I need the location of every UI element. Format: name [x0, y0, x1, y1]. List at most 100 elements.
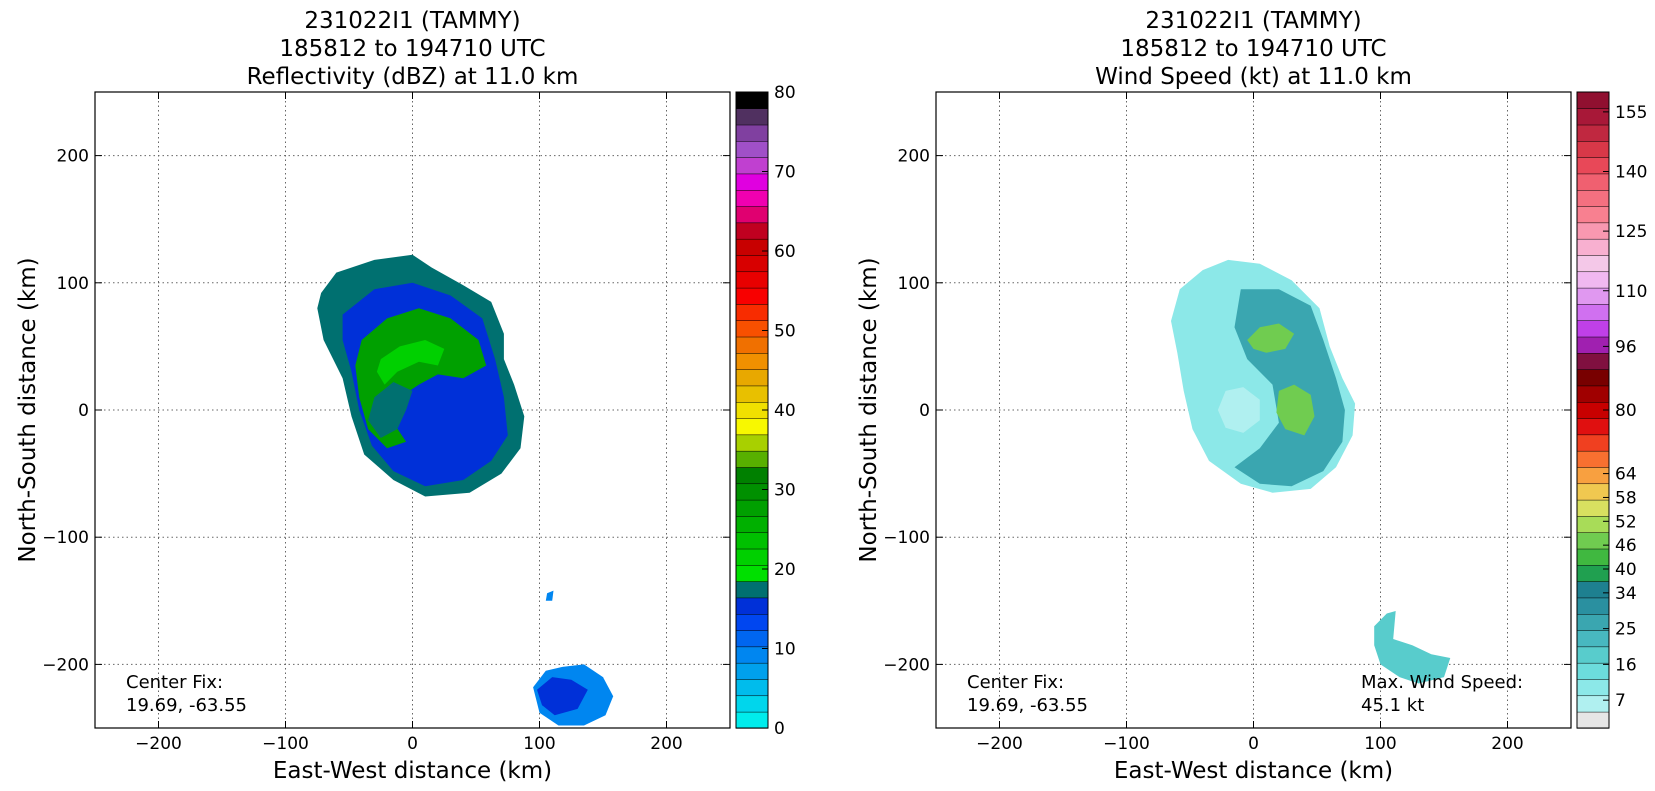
y-axis-label: North-South distance (km)	[15, 257, 41, 562]
x-tick-label: 100	[1364, 734, 1396, 754]
colorbar-swatch	[735, 189, 769, 207]
x-tick-label: −200	[135, 734, 182, 754]
colorbar-swatch	[1576, 580, 1610, 599]
colorbar-swatch	[1576, 678, 1610, 697]
colorbar-swatch	[735, 499, 769, 517]
chart-title-line: Wind Speed (kt) at 11.0 km	[1095, 64, 1412, 90]
colorbar-swatch	[1576, 711, 1610, 729]
colorbar-tick-label: 16	[1615, 655, 1637, 675]
colorbar-swatch	[735, 711, 769, 729]
chart-title-line: Reflectivity (dBZ) at 11.0 km	[247, 64, 579, 90]
colorbar-swatch	[735, 352, 769, 370]
data-region-main-greenN	[1247, 323, 1295, 353]
colorbar-swatch	[735, 695, 769, 713]
x-axis-label: East-West distance (km)	[273, 758, 552, 784]
colorbar-tick-label: 7	[1615, 691, 1626, 711]
x-axis-label: East-West distance (km)	[1114, 758, 1393, 784]
colorbar-swatch	[735, 662, 769, 680]
colorbar-swatch	[735, 548, 769, 566]
chart-panel-1: −200 −100 0 100 200−200−1000100200East-West …	[15, 8, 796, 784]
colorbar-tick-label: 20	[774, 560, 796, 580]
colorbar-swatch	[1576, 662, 1610, 680]
colorbar-swatch	[735, 450, 769, 468]
colorbar-swatch	[1576, 695, 1610, 713]
colorbar-swatch	[1576, 352, 1610, 370]
colorbar-swatch	[735, 532, 769, 550]
colorbar-swatch	[735, 515, 769, 533]
colorbar-swatch	[735, 385, 769, 403]
colorbar-tick-label: 80	[1615, 401, 1637, 421]
y-tick-label: 0	[919, 401, 930, 421]
colorbar-swatch	[1576, 629, 1610, 648]
chart-title-line: 185812 to 194710 UTC	[1120, 36, 1386, 62]
y-axis-label: North-South distance (km)	[856, 257, 882, 562]
annotation-text: 19.69, -63.55	[967, 695, 1088, 716]
y-tick-label: 200	[57, 147, 89, 167]
colorbar-swatch	[1576, 189, 1610, 207]
colorbar-swatch	[735, 124, 769, 142]
y-tick-label: 200	[898, 147, 930, 167]
x-tick-label: 100	[523, 734, 555, 754]
colorbar-swatch	[735, 368, 769, 387]
colorbar-tick-label: 80	[774, 83, 796, 103]
colorbar-swatch	[735, 287, 769, 305]
data-region-south-speck	[545, 590, 554, 601]
colorbar-tick-label: 155	[1615, 103, 1647, 123]
colorbar-swatch	[735, 91, 769, 109]
annotation-text: 19.69, -63.55	[126, 695, 247, 716]
x-tick-label: −100	[1103, 734, 1150, 754]
annotation-text: Max. Wind Speed:	[1361, 672, 1523, 693]
colorbar-swatch	[1576, 368, 1610, 387]
colorbar-swatch	[735, 564, 769, 582]
colorbar-swatch	[1576, 548, 1610, 566]
x-tick-label: 0	[407, 734, 418, 754]
colorbar-tick-label: 25	[1615, 620, 1637, 640]
colorbar-swatch	[1576, 466, 1610, 485]
colorbar-tick-label: 34	[1615, 584, 1637, 604]
colorbar-swatch	[1576, 385, 1610, 403]
colorbar-swatch	[735, 271, 769, 289]
colorbar-tick-label: 46	[1615, 536, 1637, 556]
colorbar-swatch	[735, 205, 769, 224]
colorbar-tick-label: 40	[1615, 560, 1637, 580]
colorbar-swatch	[1576, 499, 1610, 517]
colorbar-swatch	[1576, 271, 1610, 289]
colorbar-swatch	[735, 238, 769, 256]
y-tick-label: 100	[898, 274, 930, 294]
colorbar-swatch	[1576, 434, 1610, 452]
colorbar-swatch	[1576, 515, 1610, 533]
y-tick-label: −200	[883, 655, 930, 675]
colorbar-swatch	[735, 417, 769, 436]
y-tick-label: 0	[78, 401, 89, 421]
chart-title-line: 185812 to 194710 UTC	[279, 36, 545, 62]
chart-panel-2: −200 −100 0 100 200 −200 −100 0 100 200 East-West …	[856, 8, 1647, 784]
x-tick-label: 200	[650, 734, 682, 754]
colorbar-swatch	[735, 320, 769, 338]
colorbar-swatch	[735, 483, 769, 501]
colorbar-swatch	[1576, 613, 1610, 631]
colorbar-swatch	[1576, 254, 1610, 273]
x-tick-label: 0	[1248, 734, 1259, 754]
colorbar-tick-label: 70	[774, 163, 796, 183]
y-tick-label: 100	[57, 274, 89, 294]
y-tick-label: −200	[42, 655, 89, 675]
colorbar-swatch	[735, 254, 769, 273]
y-tick-label: −100	[42, 528, 89, 548]
colorbar-swatch	[1576, 336, 1610, 354]
colorbar-tick-label: 30	[774, 481, 796, 501]
colorbar-swatch	[735, 629, 769, 648]
x-tick-label: 200	[1491, 734, 1523, 754]
chart-title-line: 231022I1 (TAMMY)	[1145, 8, 1361, 34]
colorbar-tick-label: 50	[774, 322, 796, 342]
colorbar-swatch	[1576, 417, 1610, 436]
colorbar-swatch	[1576, 303, 1610, 321]
colorbar-swatch	[1576, 597, 1610, 615]
colorbar-tick-label: 60	[774, 242, 796, 262]
colorbar-swatch	[1576, 140, 1610, 158]
data-region-main-greenE	[1276, 384, 1315, 436]
data-region-main-ring-green	[376, 340, 445, 385]
colorbar-swatch	[735, 140, 769, 158]
colorbar-swatch	[735, 597, 769, 615]
colorbar-swatch	[1576, 238, 1610, 256]
